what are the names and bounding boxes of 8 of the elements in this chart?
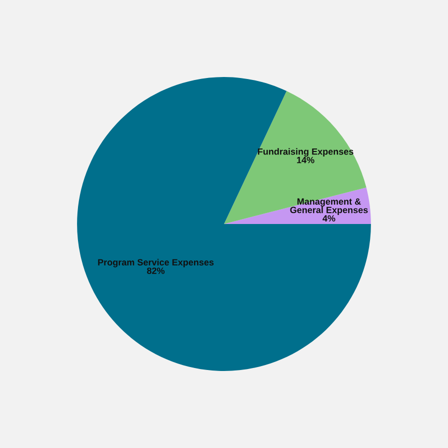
slice-label: Management & General Expenses bbox=[290, 198, 368, 215]
data-label: 14% bbox=[297, 156, 314, 164]
data-label: 82% bbox=[147, 268, 165, 274]
slice-label: Program Service Expenses bbox=[98, 258, 214, 268]
data-label: 4% bbox=[322, 215, 336, 222]
pie-slice bbox=[224, 91, 366, 224]
pie-slice bbox=[77, 77, 371, 371]
slice-label: Fundraising Expenses bbox=[258, 148, 354, 157]
